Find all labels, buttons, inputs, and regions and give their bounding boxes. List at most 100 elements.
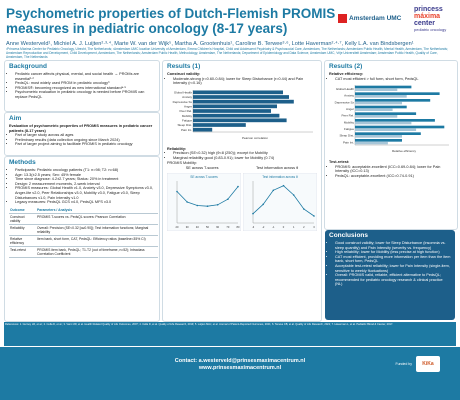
bar xyxy=(193,113,280,118)
bar xyxy=(355,112,417,116)
tick-label: 3 xyxy=(313,225,315,229)
mobility-info-label: Test information across θ xyxy=(256,166,299,171)
contact-email[interactable]: Contact: a.westerveld@prinsesmaximacentr… xyxy=(174,358,306,364)
background-item: PedsQL: most widely used PROM in pediatr… xyxy=(15,81,155,86)
contact-website[interactable]: www.prinsesmaximacentrum.nl xyxy=(198,364,282,371)
tick-label: Depressive Sx xyxy=(173,100,193,104)
table-header: Parameters / Analysis xyxy=(35,206,159,214)
tick-label: Peer Rel. xyxy=(341,114,354,118)
test-retest-item: PedsQL: acceptable-excellent (ICC=0.74-0… xyxy=(335,174,453,179)
results2-item: CAT most efficient > full form, short fo… xyxy=(335,77,453,82)
results2-heading: Results (2) xyxy=(329,63,363,70)
results2-box: Results (2) Relative efficiency: CAT mos… xyxy=(324,60,458,230)
affiliations: ¹Princess Máxima Center for Pediatric On… xyxy=(6,47,448,59)
methods-item: Participants: Pediatric oncology patient… xyxy=(15,168,155,173)
conclusion-item: Overall: PROMIS valid, reliable, efficie… xyxy=(335,273,451,287)
data-point xyxy=(216,203,219,206)
results1-box: Results (1) Construct validity: Moderate… xyxy=(162,60,322,322)
aim-item: Preliminary results (data collection ong… xyxy=(15,138,155,143)
tick-label: Pain Int. xyxy=(181,128,192,132)
bar xyxy=(355,108,393,112)
bar xyxy=(355,95,407,98)
bar xyxy=(355,139,402,142)
tick-label: -2 xyxy=(262,225,265,229)
amsterdam-umc-logo: Amsterdam UMC xyxy=(338,14,401,23)
aim-item: Part of larger project aiming to facilit… xyxy=(15,142,155,147)
bar xyxy=(193,108,271,113)
data-point xyxy=(206,205,209,207)
bar xyxy=(193,122,246,127)
kika-logo: KiKa xyxy=(416,356,440,372)
tick-label: Fatigue xyxy=(182,118,192,122)
tick-label: Pain Int. xyxy=(343,141,354,145)
conclusions-heading: Conclusions xyxy=(329,232,369,239)
mobility-se-label: SE across T-scores xyxy=(185,166,219,171)
background-item: Pediatric cancer affects physical, menta… xyxy=(15,72,155,81)
bar xyxy=(355,92,440,96)
tick-label: Mobility xyxy=(182,114,193,118)
data-point xyxy=(237,185,239,188)
methods-item: Age: 13.3(±2.5 years; Sex: 45% female xyxy=(15,173,155,178)
reliability-item: Marginal reliability good (0.83-0.91); l… xyxy=(173,156,317,161)
bar xyxy=(355,119,435,122)
chart-frame xyxy=(167,172,241,231)
bar xyxy=(193,104,277,108)
methods-item: Legacy measures: PedsQL GCS v4.0, PedsQL… xyxy=(15,200,155,205)
contact-info: Contact: a.westerveld@prinsesmaximacentr… xyxy=(150,358,330,372)
table-row: Reliability Overall: Precision (SE<0.32 [… xyxy=(9,224,159,236)
bar xyxy=(193,99,294,104)
bar xyxy=(193,118,287,122)
tick-label: Sleep Dist. xyxy=(339,134,354,138)
funded-label: Funded by xyxy=(395,362,412,366)
conclusion-item: CAT most efficient, providing more infor… xyxy=(335,255,451,264)
tick-label: -1 xyxy=(272,225,275,229)
tick-label: Global Health xyxy=(174,90,193,94)
results1-item: Moderate-strong (r=0.60-0.84); lower for… xyxy=(173,77,317,86)
tick-label: Sleep Dist. xyxy=(177,123,192,127)
chart-title: Test information across θ xyxy=(262,175,298,179)
tick-label: 30 xyxy=(186,225,189,229)
tick-label: Fatigue xyxy=(344,127,354,131)
bar xyxy=(355,99,431,102)
authors-line: Anne Westerveld¹, Michiel A. J. Luijten²… xyxy=(6,41,414,47)
bar xyxy=(355,101,402,105)
poster-title: Psychometric properties of Dutch-Flemish… xyxy=(6,6,336,36)
information-chart: Test information across θ -3 -2 -1 0 1 2 3 xyxy=(243,172,317,231)
bar xyxy=(355,128,417,132)
aim-heading: Aim xyxy=(9,115,22,122)
methods-item: PROMIS measures: Global Health v1.0, Anx… xyxy=(15,186,155,200)
bar xyxy=(355,135,402,138)
bar xyxy=(193,127,213,132)
tick-label: Mobility xyxy=(344,121,355,125)
mobility-label: PROMIS Mobility: xyxy=(167,160,197,165)
tick-label: Anxiety xyxy=(182,95,192,99)
results2-sub: Relative efficiency: xyxy=(329,72,364,76)
conclusion-item: Acceptable test-retest reliability; lowe… xyxy=(335,264,451,273)
background-heading: Background xyxy=(9,63,47,70)
bar xyxy=(355,85,412,89)
data-point xyxy=(186,200,188,203)
bar xyxy=(355,132,421,136)
x-axis-label: Relative efficiency xyxy=(392,149,417,153)
methods-item: Design: 2 measurement moments, 2-week in… xyxy=(15,182,155,187)
tick-label: Peer Rel. xyxy=(179,109,192,113)
results1-heading: Results (1) xyxy=(167,63,201,70)
data-point xyxy=(282,184,285,187)
table-header: Outcome xyxy=(9,206,36,214)
references: References: 1. Gurney LR, et al.; 2. Cel… xyxy=(4,322,456,346)
tick-label: 50 xyxy=(206,225,209,229)
table-row: Test-retest PROMIS item bank, PedsQL; T1-… xyxy=(9,246,159,258)
tick-label: Anger xyxy=(346,107,354,111)
data-point xyxy=(252,212,254,215)
princess-maxima-logo: princess máxima center pediatric oncolog… xyxy=(414,6,456,40)
tick-label: -3 xyxy=(252,225,255,229)
x-axis-label: Pearson correlation xyxy=(242,136,268,140)
data-point xyxy=(313,214,315,217)
bar xyxy=(193,94,289,99)
background-item: PROMIS®: becoming recognized as new inte… xyxy=(15,86,155,91)
tick-label: 60 xyxy=(216,225,219,229)
reliability-heading: Reliability: xyxy=(167,146,187,151)
bar xyxy=(355,88,398,92)
methods-heading: Methods xyxy=(9,159,36,166)
